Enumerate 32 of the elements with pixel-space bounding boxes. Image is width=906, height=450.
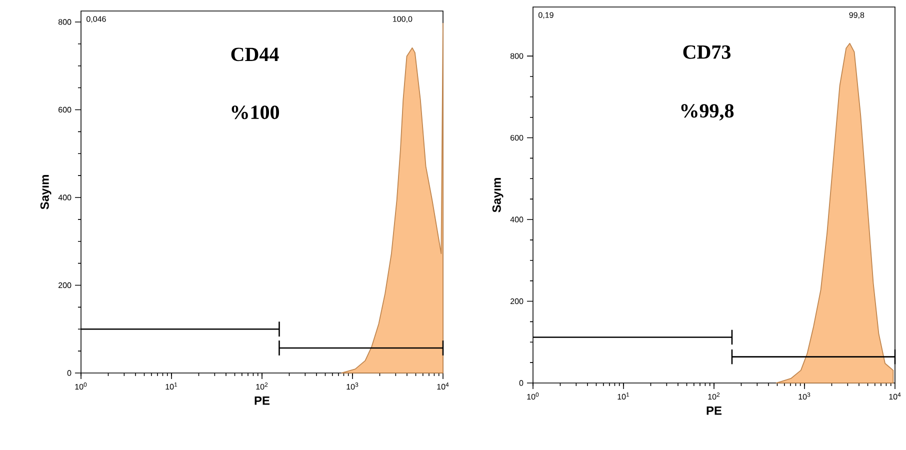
x-tick-label: 10$^{0}$	[75, 382, 87, 390]
x-tick-label: 10$^{4}$	[437, 382, 449, 390]
annotation: 0,046	[86, 16, 106, 23]
y-axis-title: Sayım	[492, 178, 504, 212]
x-tick-label: 10$^{3}$	[798, 392, 810, 400]
annotation: CD44	[231, 48, 279, 62]
y-tick-label: 400	[58, 194, 72, 200]
annotation: %100	[232, 106, 280, 120]
y-tick-label: 600	[58, 106, 72, 113]
y-tick-label: 400	[510, 216, 524, 222]
x-tick-label: 10$^{2}$	[256, 382, 268, 390]
x-axis-title: PE	[254, 396, 270, 405]
y-tick-label: 0	[519, 380, 524, 386]
y-tick-label: 200	[58, 282, 72, 288]
annotation: 0,19	[538, 12, 554, 19]
x-tick-label: 10$^{1}$	[618, 392, 630, 400]
x-tick-label: 10$^{4}$	[889, 392, 901, 400]
y-tick-label: 200	[510, 298, 524, 304]
x-tick-label: 10$^{1}$	[166, 382, 178, 390]
y-axis-title: Sayım	[40, 175, 52, 210]
y-tick-label: 0	[67, 370, 72, 376]
x-axis-title: PE	[706, 406, 722, 415]
annotation: 99,8	[849, 12, 864, 19]
x-tick-label: 10$^{3}$	[346, 382, 358, 390]
y-tick-label: 600	[510, 134, 524, 141]
y-tick-label: 800	[58, 19, 72, 25]
x-tick-label: 10$^{0}$	[527, 392, 539, 400]
y-tick-label: 800	[510, 53, 524, 59]
annotation: %99,8	[681, 104, 734, 120]
annotation: CD73	[683, 45, 731, 59]
annotation: 100,0	[393, 16, 412, 23]
x-tick-label: 10$^{2}$	[708, 392, 720, 400]
